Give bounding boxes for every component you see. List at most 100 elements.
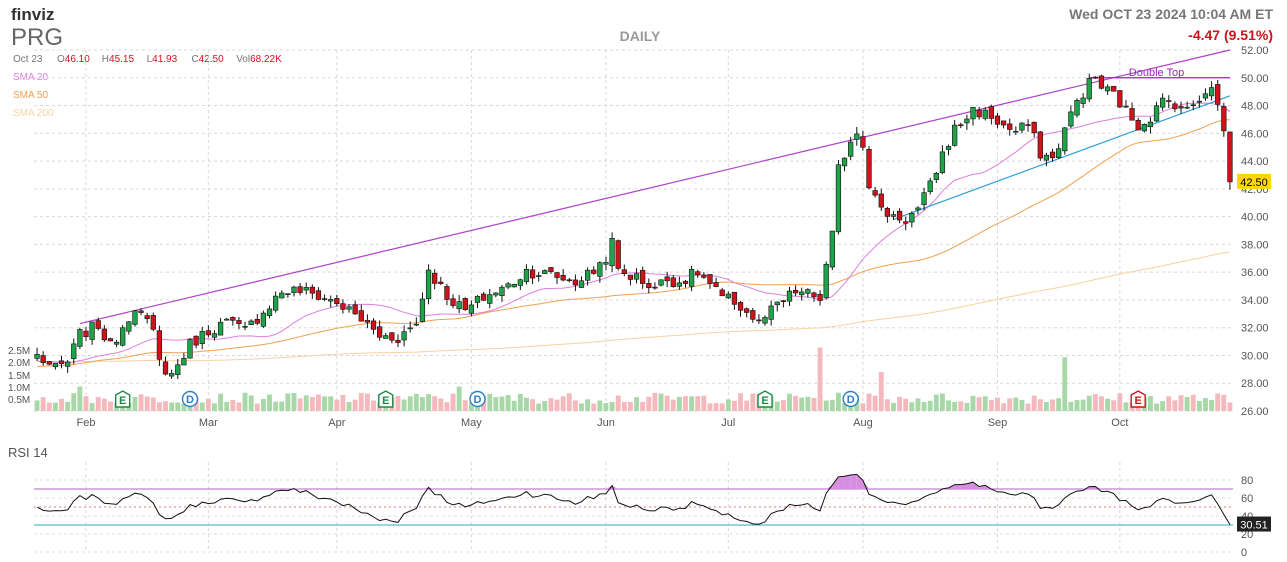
candle-body (896, 210, 903, 221)
candle-body (517, 279, 523, 286)
candle-body (903, 221, 909, 224)
candle-body (731, 291, 738, 305)
candle-body (1007, 123, 1013, 130)
event-marker-earnings_upcoming[interactable]: E (1130, 390, 1146, 408)
candle-body (1178, 106, 1184, 109)
earnings-icon (115, 390, 131, 408)
volume-bar (407, 396, 413, 411)
volume-bar (1062, 357, 1068, 411)
volume-bar (1172, 400, 1178, 411)
legend-sma-20: SMA 20 (13, 72, 48, 83)
candle-body (193, 335, 199, 346)
volume-bar (132, 397, 138, 411)
candle-body (713, 282, 719, 287)
candle-body (688, 268, 695, 287)
rsi-tick: 0 (1241, 547, 1247, 559)
candle-body (46, 361, 52, 365)
candle-body (542, 270, 548, 274)
candle-body (113, 341, 120, 345)
volume-bar (224, 401, 230, 411)
candlesticks (34, 73, 1233, 380)
finviz-logo[interactable]: finviz (11, 5, 54, 24)
candle-body (401, 331, 407, 341)
volume-bar (835, 392, 841, 411)
volume-bar (970, 395, 976, 411)
volume-bar (536, 403, 542, 411)
rsi-overbought-fill (422, 487, 429, 489)
ohlc-item: L41.93 (147, 54, 178, 65)
candle-body (652, 286, 658, 289)
candle-body (279, 292, 285, 299)
candle-body (829, 230, 835, 268)
volume-tick: 1.0M (8, 383, 30, 394)
candle-body (89, 321, 95, 340)
ohlc-label: Vol (236, 54, 250, 65)
ohlc-value: 41.93 (152, 54, 177, 65)
volume-bar (438, 398, 444, 411)
volume-bar (163, 401, 168, 411)
rsi-panel: RSI 1480604020030.51 (8, 445, 1271, 559)
rsi-current-value: 30.51 (1240, 520, 1268, 532)
ohlc-label: O (57, 54, 65, 65)
volume-bar (352, 399, 358, 411)
volume-bar (1227, 402, 1233, 411)
candle-body (285, 293, 291, 296)
event-marker-dividend[interactable]: D (181, 390, 199, 408)
candle-body (835, 164, 842, 233)
legend-sma-50: SMA 50 (13, 90, 48, 101)
rsi-overbought-fill (838, 476, 845, 489)
candle-body (1160, 97, 1166, 108)
candle-body (1019, 122, 1025, 131)
candle-body (915, 207, 921, 211)
volume-bar (1209, 400, 1215, 411)
candle-body (1221, 106, 1227, 132)
volume-bar (811, 397, 817, 411)
volume-bar (40, 397, 46, 411)
candle-body (413, 323, 419, 326)
volume-bar (1050, 399, 1055, 411)
volume-bar (823, 400, 829, 411)
volume-bar (652, 392, 658, 411)
ohlc-value: 68.22K (250, 54, 282, 65)
volume-bar (505, 395, 511, 411)
volume-bar (426, 394, 432, 411)
rsi-tick: 20 (1241, 529, 1253, 541)
candle-body (982, 109, 988, 119)
rsi-overbought-fill (954, 484, 961, 489)
candle-body (242, 325, 248, 328)
candle-body (150, 315, 156, 330)
candle-body (811, 292, 817, 298)
volume-bar (248, 395, 254, 411)
candle-body (1098, 75, 1105, 89)
candle-body (609, 238, 615, 267)
datetime-label: Wed OCT 23 2024 10:04 AM ET (1069, 6, 1273, 22)
candle-body (737, 302, 744, 311)
volume-bar (829, 399, 835, 411)
volume-bar (34, 400, 40, 411)
candle-body (40, 355, 46, 363)
candle-body (358, 310, 364, 322)
candle-body (266, 308, 273, 317)
candle-body (175, 364, 181, 375)
event-marker-dividend[interactable]: D (469, 390, 486, 408)
event-marker-dividend[interactable]: D (842, 390, 859, 408)
volume-bar (1074, 399, 1080, 411)
ohlc-label: L (147, 54, 153, 65)
candle-body (1227, 131, 1233, 183)
volume-bar (1160, 401, 1166, 411)
event-marker-earnings[interactable]: E (115, 390, 131, 408)
ticker-symbol: PRG (11, 24, 63, 51)
volume-bar (499, 396, 505, 411)
volume-bar (71, 393, 77, 411)
event-marker-earnings[interactable]: E (757, 390, 773, 408)
event-marker-earnings[interactable]: E (378, 390, 394, 408)
volume-bar (952, 401, 958, 411)
candle-body (719, 289, 725, 297)
volume-bar (420, 397, 425, 411)
ohlc-item: O46.10 (57, 54, 90, 65)
candle-body (701, 274, 707, 278)
candle-body (456, 301, 462, 310)
volume-bar (523, 397, 529, 411)
month-label: Sep (988, 417, 1008, 429)
